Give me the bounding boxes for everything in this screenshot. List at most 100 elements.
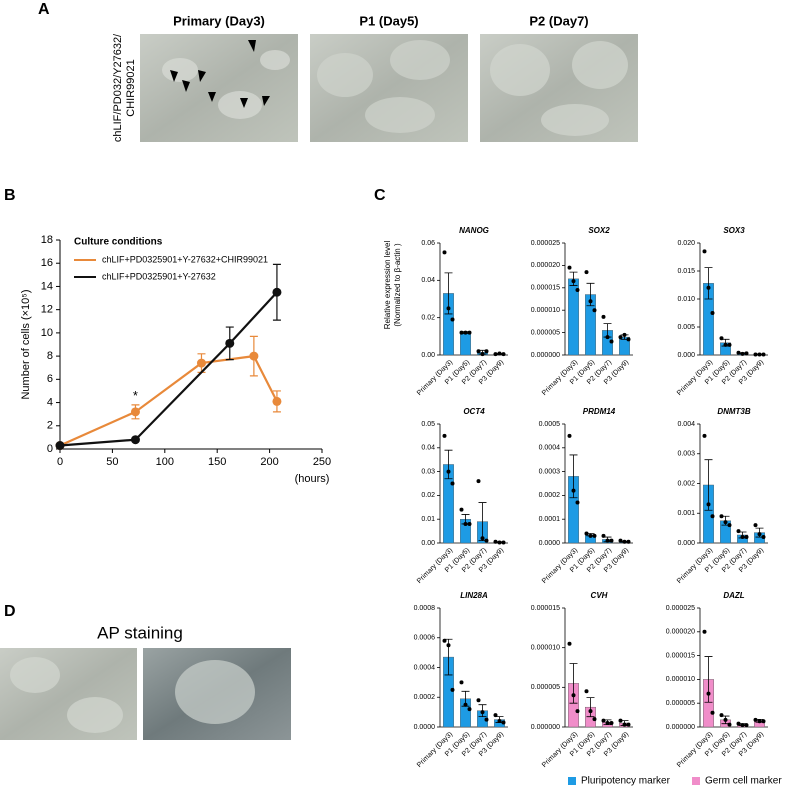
replicate-point bbox=[757, 719, 762, 724]
replicate-point bbox=[450, 481, 455, 486]
replicate-point bbox=[575, 288, 580, 293]
y-tick-label: 12 bbox=[41, 304, 53, 316]
y-tick-label: 0.02 bbox=[421, 315, 435, 322]
replicate-point bbox=[601, 314, 606, 319]
replicate-point bbox=[493, 352, 498, 357]
y-axis-label: Number of cells (×10⁵) bbox=[20, 289, 32, 399]
x-axis-label: (hours) bbox=[295, 473, 330, 485]
replicate-point bbox=[740, 723, 745, 728]
data-point bbox=[249, 351, 259, 361]
y-axis-label: Relative expression level bbox=[383, 241, 392, 330]
replicate-point bbox=[501, 720, 506, 725]
micrograph bbox=[143, 648, 291, 740]
data-point bbox=[196, 358, 206, 368]
micrograph bbox=[480, 34, 638, 142]
annotation: * bbox=[133, 388, 138, 403]
replicate-point bbox=[480, 710, 485, 715]
replicate-point bbox=[446, 306, 451, 311]
replicate-point bbox=[618, 335, 623, 340]
replicate-point bbox=[501, 352, 506, 357]
replicate-point bbox=[588, 299, 593, 304]
y-tick-label: 0.000015 bbox=[531, 605, 560, 612]
x-tick-label: 50 bbox=[106, 456, 118, 468]
legend-label: chLIF+PD0325901+Y-27632 bbox=[102, 271, 216, 281]
chart-title: SOX3 bbox=[723, 226, 745, 235]
replicate-point bbox=[626, 539, 631, 544]
y-tick-label: 0.0001 bbox=[539, 516, 561, 523]
replicate-point bbox=[719, 336, 724, 341]
replicate-point bbox=[501, 540, 506, 545]
replicate-point bbox=[710, 311, 715, 315]
y-tick-label: 0.000000 bbox=[666, 724, 695, 731]
replicate-point bbox=[601, 718, 606, 723]
replicate-point bbox=[605, 335, 610, 340]
chart-title: NANOG bbox=[459, 226, 489, 235]
row-label: chLIF/PD032/Y27632/ bbox=[112, 33, 124, 142]
y-tick-label: 0.0003 bbox=[539, 468, 561, 475]
replicate-point bbox=[609, 339, 614, 344]
replicate-point bbox=[476, 698, 481, 703]
chart-title: OCT4 bbox=[463, 407, 485, 416]
y-tick-label: 0.000 bbox=[677, 352, 695, 359]
replicate-point bbox=[459, 330, 464, 335]
replicate-point bbox=[459, 680, 464, 685]
replicate-point bbox=[497, 540, 502, 545]
replicate-point bbox=[467, 521, 472, 526]
replicate-point bbox=[740, 351, 745, 356]
replicate-point bbox=[567, 641, 572, 646]
x-tick-label: 200 bbox=[260, 456, 278, 468]
y-tick-label: 0.000020 bbox=[666, 629, 695, 636]
y-tick-label: 0.020 bbox=[677, 240, 695, 247]
replicate-point bbox=[744, 535, 749, 540]
y-tick-label: 0.0006 bbox=[414, 635, 436, 642]
replicate-point bbox=[736, 721, 741, 726]
replicate-point bbox=[463, 702, 468, 707]
image-title: Primary (Day3) bbox=[173, 13, 265, 28]
replicate-point bbox=[609, 538, 614, 543]
replicate-point bbox=[723, 520, 728, 525]
replicate-point bbox=[736, 529, 741, 534]
replicate-point bbox=[702, 629, 707, 634]
replicate-point bbox=[719, 713, 724, 718]
y-tick-label: 0.000025 bbox=[666, 605, 695, 612]
y-tick-label: 0.001 bbox=[677, 510, 695, 517]
replicate-point bbox=[567, 433, 572, 438]
replicate-point bbox=[706, 285, 711, 290]
y-tick-label: 0.0002 bbox=[414, 694, 436, 701]
data-point bbox=[272, 396, 282, 406]
replicate-point bbox=[727, 722, 732, 727]
replicate-point bbox=[442, 433, 447, 438]
replicate-point bbox=[761, 535, 766, 540]
chart-title: DNMT3B bbox=[717, 407, 751, 416]
x-tick-label: 150 bbox=[208, 456, 226, 468]
replicate-point bbox=[575, 709, 580, 714]
x-tick-label: 100 bbox=[156, 456, 174, 468]
replicate-point bbox=[476, 349, 481, 354]
y-tick-label: 0.000015 bbox=[531, 285, 560, 292]
data-point bbox=[272, 287, 282, 297]
y-tick-label: 0.0000 bbox=[414, 724, 436, 731]
y-tick-label: 0.01 bbox=[421, 516, 435, 523]
error-bar bbox=[586, 697, 595, 718]
replicate-point bbox=[463, 521, 468, 526]
micrograph bbox=[310, 34, 468, 142]
replicate-point bbox=[467, 707, 472, 712]
y-tick-label: 0.06 bbox=[421, 240, 435, 247]
error-bar bbox=[569, 271, 578, 286]
replicate-point bbox=[761, 352, 766, 357]
replicate-point bbox=[622, 539, 627, 544]
error-bar bbox=[704, 459, 713, 511]
replicate-point bbox=[618, 538, 623, 543]
y-tick-label: 0 bbox=[47, 443, 53, 455]
data-point bbox=[225, 338, 235, 348]
replicate-point bbox=[588, 533, 593, 538]
y-tick-label: 0.0005 bbox=[539, 421, 561, 428]
data-point bbox=[55, 441, 65, 451]
y-tick-label: 0.05 bbox=[421, 421, 435, 428]
y-tick-label: 0.000010 bbox=[531, 307, 560, 314]
replicate-point bbox=[567, 265, 572, 270]
chart-title: PRDM14 bbox=[583, 407, 616, 416]
data-point bbox=[130, 407, 140, 417]
replicate-point bbox=[757, 352, 762, 357]
panel-title: AP staining bbox=[97, 623, 183, 642]
